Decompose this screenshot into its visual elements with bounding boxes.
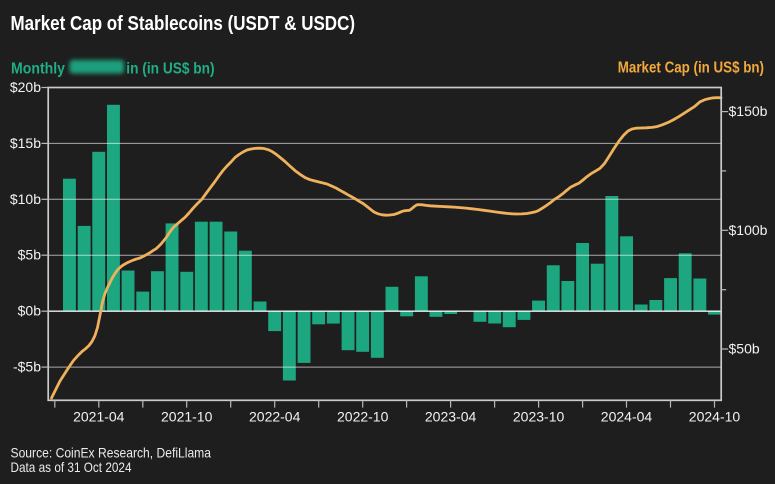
svg-text:2022-04: 2022-04 (249, 409, 301, 425)
svg-text:$15b: $15b (10, 135, 41, 151)
svg-text:$10b: $10b (10, 191, 41, 207)
svg-text:Source: CoinEx Research, DefiL: Source: CoinEx Research, DefiLlama (11, 445, 212, 461)
svg-text:2022-10: 2022-10 (337, 409, 389, 425)
svg-text:2023-10: 2023-10 (513, 409, 565, 425)
svg-text:2023-04: 2023-04 (425, 409, 477, 425)
svg-text:Data as of 31 Oct 2024: Data as of 31 Oct 2024 (11, 459, 132, 475)
svg-text:2024-04: 2024-04 (601, 409, 653, 425)
svg-text:2021-04: 2021-04 (73, 409, 125, 425)
svg-text:Monthly: Monthly (11, 61, 65, 78)
svg-text:$5b: $5b (18, 247, 42, 263)
svg-text:$20b: $20b (10, 79, 41, 95)
svg-text:$0b: $0b (18, 303, 42, 319)
svg-text:2021-10: 2021-10 (161, 409, 213, 425)
svg-text:Market Cap (in US$ bn): Market Cap (in US$ bn) (618, 60, 764, 77)
svg-text:2024-10: 2024-10 (689, 409, 741, 425)
svg-text:in (in US$ bn): in (in US$ bn) (126, 61, 214, 78)
svg-text:Market Cap of Stablecoins (USD: Market Cap of Stablecoins (USDT & USDC) (11, 13, 356, 35)
svg-text:$100b: $100b (729, 222, 768, 238)
svg-text:$50b: $50b (729, 341, 760, 357)
svg-text:$150b: $150b (729, 103, 768, 119)
svg-text:-$5b: -$5b (13, 359, 41, 375)
